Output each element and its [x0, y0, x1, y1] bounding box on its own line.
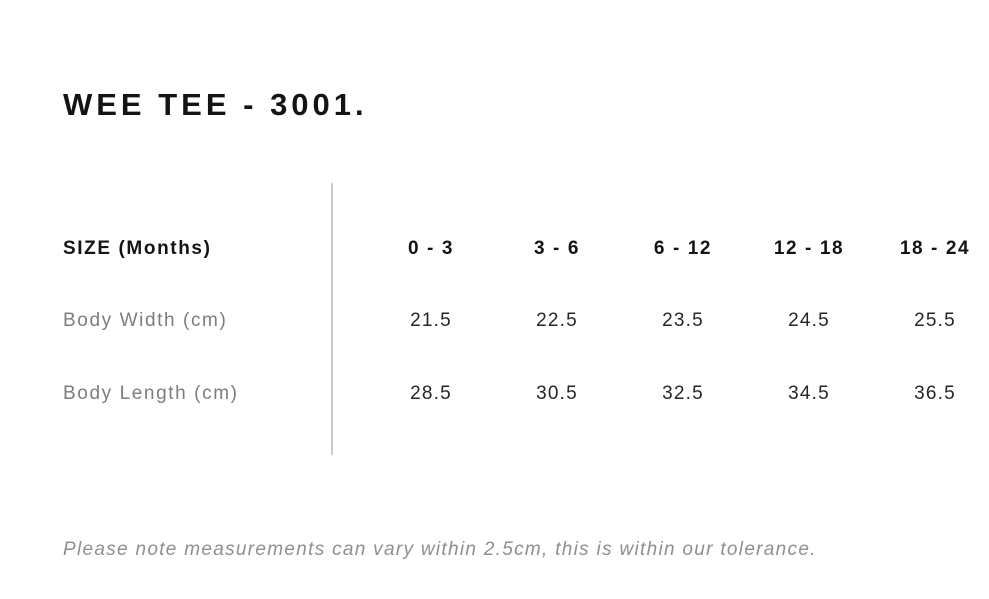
- body-width-row: Body Width (cm) 21.5 22.5 23.5 24.5 25.5: [0, 308, 989, 334]
- size-value-cell: 23.5: [662, 310, 704, 331]
- size-value-cell: 25.5: [914, 310, 956, 331]
- size-value-cell: 36.5: [914, 383, 956, 404]
- size-value-cell: 21.5: [410, 310, 452, 331]
- page-title: WEE TEE - 3001.: [63, 86, 368, 122]
- size-value-cell: 30.5: [536, 383, 578, 404]
- size-column-header: 18 - 24: [899, 238, 971, 259]
- size-value-cell: 22.5: [536, 310, 578, 331]
- size-column-header: 0 - 3: [407, 238, 455, 259]
- column-divider: [331, 183, 333, 455]
- size-value-cell: 34.5: [788, 383, 830, 404]
- body-length-row: Body Length (cm) 28.5 30.5 32.5 34.5 36.…: [0, 381, 989, 407]
- size-row-label: Body Length (cm): [63, 383, 239, 404]
- size-column-header: 6 - 12: [653, 238, 713, 259]
- size-value-cell: 24.5: [788, 310, 830, 331]
- size-header-row: SIZE (Months) 0 - 3 3 - 6 6 - 12 12 - 18…: [0, 236, 989, 262]
- size-row-label: Body Width (cm): [63, 310, 228, 331]
- size-column-header: 3 - 6: [533, 238, 581, 259]
- size-value-cell: 32.5: [662, 383, 704, 404]
- size-value-cell: 28.5: [410, 383, 452, 404]
- size-row-header-label: SIZE (Months): [63, 238, 212, 259]
- size-column-header: 12 - 18: [773, 238, 845, 259]
- tolerance-note: Please note measurements can vary within…: [63, 539, 817, 560]
- close-icon[interactable]: ✕: [985, 38, 989, 82]
